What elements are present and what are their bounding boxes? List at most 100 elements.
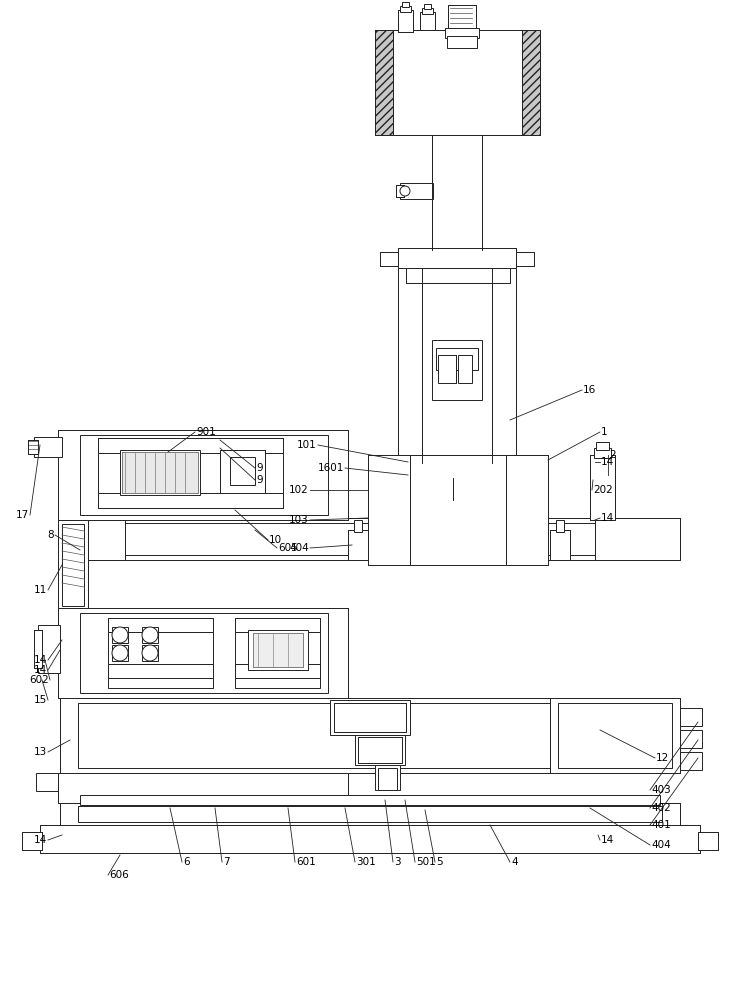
Bar (596, 442, 609, 450)
Bar (358, 737, 402, 763)
Bar (80, 613, 328, 693)
Text: 3: 3 (394, 857, 401, 867)
Bar (398, 268, 422, 463)
Text: 404: 404 (289, 543, 309, 553)
Bar (398, 248, 516, 270)
Bar (220, 450, 265, 493)
Bar (58, 608, 348, 698)
Bar (78, 703, 662, 768)
Bar (448, 5, 476, 30)
Bar (60, 698, 680, 773)
Circle shape (112, 645, 128, 661)
Bar (36, 773, 58, 791)
Bar (380, 252, 398, 266)
Bar (60, 803, 680, 825)
Bar (448, 5, 476, 30)
Bar (432, 135, 482, 250)
Bar (400, 183, 433, 199)
Text: 901: 901 (196, 427, 216, 437)
Bar (235, 618, 320, 632)
Bar (80, 523, 660, 555)
Text: 9: 9 (256, 475, 263, 485)
Bar (398, 268, 422, 463)
Bar (550, 530, 570, 560)
Bar (558, 703, 672, 768)
Bar (348, 530, 368, 560)
Bar (393, 30, 522, 135)
Bar (420, 12, 435, 30)
Bar (58, 520, 88, 610)
Bar (556, 520, 564, 532)
Bar (516, 252, 534, 266)
Bar (595, 518, 680, 560)
Bar (58, 520, 88, 610)
Bar (235, 664, 320, 678)
Bar (108, 664, 213, 678)
Bar (60, 518, 125, 560)
Bar (378, 768, 397, 790)
Bar (410, 455, 506, 565)
Bar (60, 698, 680, 773)
Bar (506, 455, 548, 565)
Text: 301: 301 (356, 857, 376, 867)
Bar (595, 518, 680, 560)
Bar (590, 455, 615, 520)
Bar (235, 618, 320, 632)
Bar (58, 430, 348, 520)
Bar (528, 458, 546, 472)
Bar (698, 832, 718, 850)
Text: 9: 9 (256, 463, 263, 473)
Text: 10: 10 (269, 535, 282, 545)
Bar (680, 708, 702, 726)
Text: 12: 12 (656, 753, 669, 763)
Bar (424, 4, 431, 9)
Bar (550, 530, 570, 560)
Text: 17: 17 (16, 510, 29, 520)
Bar (380, 252, 398, 266)
Bar (402, 2, 409, 7)
Circle shape (112, 627, 128, 643)
Text: 8: 8 (47, 530, 54, 540)
Bar (60, 518, 680, 560)
Text: 6: 6 (183, 857, 190, 867)
Bar (348, 530, 368, 560)
Bar (594, 448, 611, 458)
Bar (98, 438, 283, 453)
Text: 11: 11 (34, 585, 47, 595)
Bar (432, 340, 482, 400)
Text: 501: 501 (416, 857, 436, 867)
Bar (40, 825, 700, 853)
Bar (550, 698, 680, 773)
Bar (368, 455, 410, 565)
Bar (330, 700, 410, 735)
Bar (80, 435, 328, 515)
Bar (34, 630, 42, 668)
Text: 404: 404 (651, 840, 671, 850)
Text: 103: 103 (289, 515, 309, 525)
Text: 7: 7 (223, 857, 230, 867)
Bar (420, 12, 435, 30)
Polygon shape (391, 473, 525, 520)
Bar (334, 703, 406, 732)
Bar (492, 268, 516, 463)
Bar (108, 618, 213, 632)
Bar (422, 268, 492, 463)
Bar (430, 473, 485, 503)
Bar (506, 455, 548, 565)
Bar (34, 437, 62, 457)
Bar (120, 450, 200, 495)
Bar (108, 664, 213, 678)
Bar (522, 30, 540, 135)
Text: 4: 4 (511, 857, 518, 867)
Bar (142, 645, 158, 661)
Text: 403: 403 (651, 785, 671, 795)
Bar (375, 30, 393, 135)
Bar (40, 825, 700, 853)
Bar (422, 8, 433, 14)
Bar (375, 765, 400, 790)
Text: 101: 101 (297, 440, 317, 450)
Bar (58, 773, 348, 803)
Bar (368, 455, 410, 565)
Bar (253, 633, 303, 667)
Bar (122, 452, 198, 493)
